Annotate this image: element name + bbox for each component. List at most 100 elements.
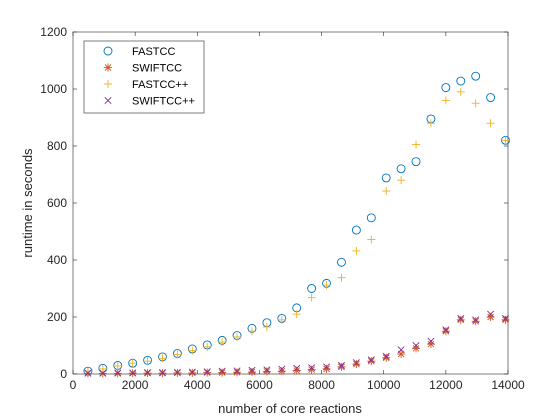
- data-point: [457, 314, 465, 322]
- data-point: [233, 332, 242, 341]
- data-point: [218, 367, 226, 375]
- data-point: [308, 364, 316, 372]
- data-point: [352, 359, 360, 367]
- data-point: [278, 365, 286, 373]
- data-point: [188, 368, 196, 376]
- data-point: [487, 310, 495, 318]
- data-point: [188, 368, 197, 377]
- x-tick-label: 12000: [429, 378, 463, 392]
- data-point: [367, 235, 376, 244]
- legend-marker: [104, 96, 112, 105]
- data-point: [248, 366, 256, 374]
- data-point: [143, 357, 152, 366]
- data-point: [99, 369, 107, 377]
- data-point: [501, 315, 510, 324]
- data-point: [456, 87, 465, 96]
- legend-label: FASTCC++: [132, 79, 188, 91]
- data-point: [233, 368, 242, 377]
- data-point: [397, 176, 406, 185]
- data-point: [412, 140, 421, 149]
- data-point: [427, 337, 435, 345]
- data-point: [307, 365, 316, 374]
- legend-label: FASTCC: [132, 46, 175, 58]
- data-point: [188, 346, 197, 355]
- legend-marker: [103, 46, 113, 56]
- data-point: [412, 341, 420, 350]
- data-point: [98, 364, 107, 373]
- data-point: [337, 361, 345, 369]
- x-axis-label: number of core reactions: [218, 401, 362, 416]
- y-tick-label: 600: [47, 196, 67, 210]
- data-point: [247, 327, 256, 336]
- data-point: [83, 367, 92, 376]
- data-point: [381, 173, 391, 183]
- data-point: [263, 366, 271, 374]
- y-axis-label: runtime in seconds: [20, 148, 35, 258]
- data-point: [173, 350, 182, 359]
- x-tick-label: 6000: [246, 378, 273, 392]
- x-tick-label: 14000: [491, 378, 525, 392]
- data-point: [337, 257, 346, 267]
- data-point: [262, 367, 271, 376]
- data-point: [84, 369, 92, 377]
- legend-label: SWIFTCC++: [132, 96, 195, 108]
- data-point: [471, 99, 480, 108]
- data-point: [396, 164, 406, 174]
- data-point: [307, 284, 317, 293]
- data-point: [426, 119, 435, 128]
- data-point: [158, 369, 167, 377]
- legend: FASTCC SWIFTCC FASTCC++ SWIFTCC++: [83, 40, 205, 114]
- data-point: [277, 367, 286, 376]
- data-point: [233, 367, 241, 375]
- data-point: [441, 83, 451, 93]
- x-tick-label: 8000: [308, 378, 335, 392]
- data-point: [129, 369, 137, 377]
- data-point: [322, 364, 331, 373]
- data-point: [352, 360, 361, 369]
- data-point: [382, 352, 390, 360]
- data-point: [397, 346, 405, 354]
- x-tick-label: 4000: [184, 378, 211, 392]
- data-point: [203, 342, 212, 351]
- legend-marker: [104, 63, 112, 72]
- data-point: [441, 327, 450, 336]
- data-point: [442, 326, 450, 334]
- data-point: [367, 357, 376, 366]
- data-point: [292, 310, 301, 319]
- data-point: [337, 362, 346, 371]
- data-point: [262, 322, 271, 331]
- data-point: [114, 369, 122, 377]
- data-point: [352, 246, 361, 255]
- series-swiftcc: [83, 313, 510, 378]
- data-point: [472, 316, 480, 324]
- data-point: [382, 353, 391, 362]
- data-point: [247, 368, 256, 377]
- data-point: [441, 96, 450, 105]
- data-point: [471, 71, 481, 81]
- data-point: [128, 359, 137, 368]
- data-point: [144, 369, 152, 377]
- data-point: [456, 315, 465, 324]
- data-marks: [83, 71, 510, 378]
- data-point: [307, 293, 316, 302]
- data-point: [113, 362, 122, 371]
- axis-ticks: 0 2000 4000 6000 8000 10000 12000 14000 0 200 400 6…: [40, 25, 525, 392]
- x-tick-label: 10000: [367, 378, 401, 392]
- data-point: [322, 281, 331, 290]
- data-point: [501, 136, 510, 145]
- data-point: [501, 314, 510, 322]
- data-point: [158, 354, 167, 363]
- data-point: [323, 363, 331, 371]
- y-tick-label: 800: [47, 139, 67, 153]
- data-point: [277, 315, 286, 324]
- data-point: [293, 364, 301, 372]
- data-point: [367, 356, 375, 364]
- legend-marker: [104, 80, 112, 88]
- data-point: [397, 350, 406, 359]
- data-point: [203, 368, 212, 377]
- data-point: [486, 119, 495, 128]
- x-tick-label: 0: [70, 378, 77, 392]
- legend-box: [83, 40, 205, 114]
- data-point: [486, 93, 496, 103]
